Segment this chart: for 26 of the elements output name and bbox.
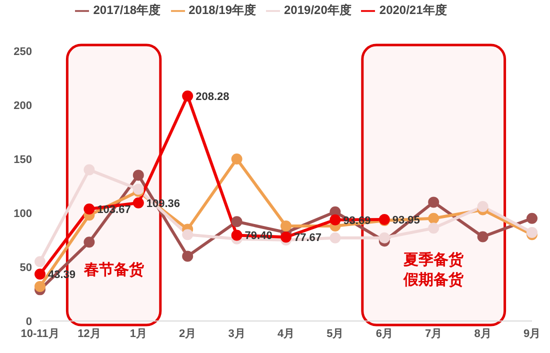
x-tick-label: 3月 xyxy=(228,328,246,340)
y-tick-label: 150 xyxy=(14,154,32,166)
x-tick-label: 5月 xyxy=(326,328,344,340)
legend-label: 2019/20年度 xyxy=(284,3,352,17)
data-label: 77.67 xyxy=(294,232,322,244)
y-tick-label: 50 xyxy=(20,262,32,274)
data-label: 208.28 xyxy=(196,91,230,104)
y-tick-label: 100 xyxy=(14,208,32,220)
legend-label: 2017/18年度 xyxy=(93,3,161,17)
x-tick-label: 10-11月 xyxy=(20,328,60,340)
band-label: 夏季备货假期备货 xyxy=(402,252,465,289)
x-tick-label: 2月 xyxy=(179,328,196,340)
legend-label: 2018/19年度 xyxy=(188,3,256,17)
x-tick-label: 6月 xyxy=(376,328,393,340)
data-label: 93.69 xyxy=(343,214,371,227)
legend-label: 2020/21年度 xyxy=(379,3,447,17)
x-tick-label: 12月 xyxy=(78,328,101,340)
y-tick-label: 200 xyxy=(14,100,32,112)
y-tick-label: 250 xyxy=(14,46,32,58)
x-tick-label: 8月 xyxy=(474,328,492,340)
x-tick-label: 1月 xyxy=(130,328,147,340)
x-tick-label: 7月 xyxy=(425,328,442,340)
y-tick-label: 0 xyxy=(26,316,32,328)
band-label: 春节备货 xyxy=(82,262,145,279)
x-tick-label: 9月 xyxy=(523,328,541,340)
x-tick-label: 4月 xyxy=(277,328,295,340)
